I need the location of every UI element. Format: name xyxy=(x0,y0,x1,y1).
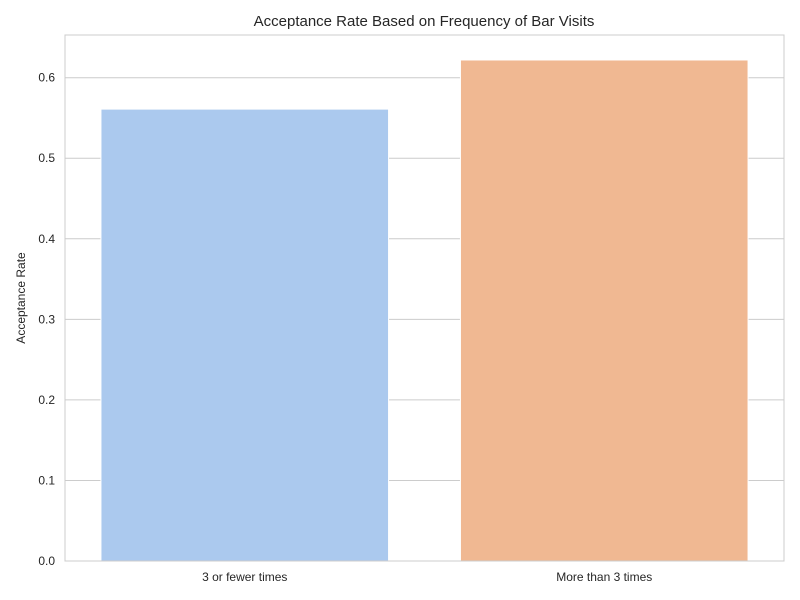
y-tick-label: 0.3 xyxy=(38,312,55,326)
y-tick-label: 0.4 xyxy=(38,232,55,246)
y-tick-label: 0.5 xyxy=(38,151,55,165)
y-tick-label: 0.1 xyxy=(38,473,55,487)
y-tick-label: 0.2 xyxy=(38,393,55,407)
bar-2 xyxy=(459,59,749,562)
bars xyxy=(100,59,749,562)
x-tick-labels: 3 or fewer times More than 3 times xyxy=(202,570,652,584)
y-axis-label: Acceptance Rate xyxy=(14,252,28,344)
y-tick-label: 0.6 xyxy=(38,71,55,85)
chart-title: Acceptance Rate Based on Frequency of Ba… xyxy=(254,13,595,30)
x-tick-label: More than 3 times xyxy=(556,570,652,584)
plot-frame xyxy=(64,34,785,562)
bar-1 xyxy=(100,108,390,562)
x-tick-label: 3 or fewer times xyxy=(202,570,287,584)
y-tick-labels: 0.0 0.1 0.2 0.3 0.4 0.5 0.6 xyxy=(38,71,55,568)
y-tick-label: 0.0 xyxy=(38,554,55,568)
